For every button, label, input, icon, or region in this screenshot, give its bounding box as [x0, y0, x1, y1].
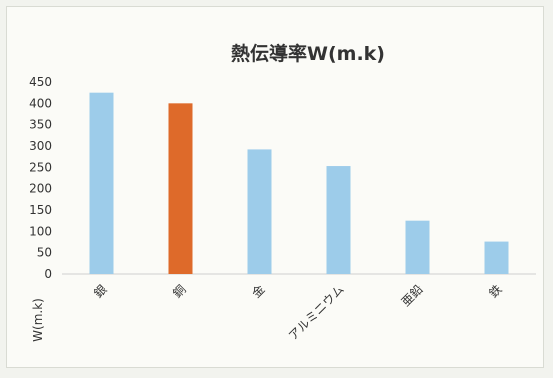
y-tick-label: 450	[29, 75, 52, 89]
y-tick-label: 0	[44, 267, 52, 281]
y-tick-label: 250	[29, 160, 52, 174]
y-tick-label: 350	[29, 118, 52, 132]
category-label: アルミニウム	[286, 282, 347, 343]
category-label: 鉄	[486, 282, 505, 301]
category-label: 亜鉛	[399, 282, 426, 309]
bar-4	[405, 220, 430, 274]
bar-3	[326, 166, 351, 274]
bar-5	[484, 241, 509, 274]
y-tick-label: 50	[37, 246, 52, 260]
category-label: 金	[249, 282, 268, 301]
category-label: 銅	[170, 282, 188, 300]
y-tick-label: 300	[29, 139, 52, 153]
bar-2	[247, 149, 272, 274]
bar-1	[168, 103, 193, 274]
chart-title: 熱伝導率W(m.k)	[231, 42, 385, 65]
y-tick-label: 100	[29, 224, 52, 238]
category-label: 銀	[91, 282, 109, 300]
bar-0	[89, 92, 114, 275]
y-tick-label: 200	[29, 182, 52, 196]
y-tick-label: 400	[29, 96, 52, 110]
y-tick-label: 150	[29, 203, 52, 217]
y-axis-label: W(m.k)	[31, 298, 45, 342]
